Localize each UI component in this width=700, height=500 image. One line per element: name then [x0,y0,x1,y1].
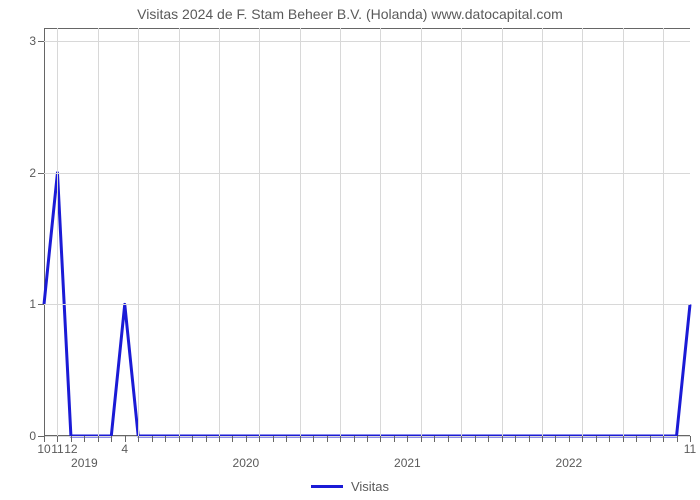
x-tick-mark [582,436,583,442]
y-tick-label: 1 [0,297,36,311]
x-tick-mark [448,436,449,442]
x-tick-year-label: 2020 [233,456,260,470]
x-tick-label: 11 [51,442,63,456]
gridline-horizontal [44,41,690,42]
x-tick-mark [394,436,395,442]
x-tick-mark [232,436,233,442]
x-tick-mark [380,436,381,442]
x-tick-mark [152,436,153,442]
gridline-vertical [219,28,220,436]
x-tick-mark [313,436,314,442]
x-tick-mark [407,436,408,442]
x-tick-mark [246,436,247,442]
gridline-vertical [421,28,422,436]
x-tick-mark [596,436,597,442]
x-tick-mark [488,436,489,442]
gridline-vertical [98,28,99,436]
gridline-vertical [57,28,58,436]
x-tick-mark [421,436,422,442]
gridline-vertical [623,28,624,436]
x-tick-mark [206,436,207,442]
x-tick-mark [219,436,220,442]
x-tick-mark [273,436,274,442]
x-tick-mark [259,436,260,442]
x-tick-mark [367,436,368,442]
x-tick-mark [111,436,112,442]
y-tick-mark [38,173,44,174]
x-tick-mark [542,436,543,442]
x-tick-label: 10 [37,442,50,456]
y-tick-label: 0 [0,429,36,443]
x-tick-label: 12 [64,442,77,456]
y-tick-mark [38,41,44,42]
plot-area [44,28,690,436]
gridline-vertical [542,28,543,436]
x-tick-mark [192,436,193,442]
x-tick-mark [650,436,651,442]
x-tick-mark [475,436,476,442]
gridline-vertical [138,28,139,436]
x-tick-mark [98,436,99,442]
x-tick-year-label: 2019 [71,456,98,470]
legend-label: Visitas [351,479,389,494]
x-tick-mark [286,436,287,442]
y-tick-mark [38,304,44,305]
x-tick-mark [569,436,570,442]
x-tick-mark [434,436,435,442]
x-tick-mark [300,436,301,442]
x-tick-mark [502,436,503,442]
x-tick-mark [165,436,166,442]
x-tick-mark [138,436,139,442]
x-tick-mark [340,436,341,442]
x-tick-mark [677,436,678,442]
gridline-vertical [340,28,341,436]
x-tick-year-label: 2021 [394,456,421,470]
x-tick-year-label: 2022 [556,456,583,470]
gridline-horizontal [44,173,690,174]
x-tick-mark [663,436,664,442]
x-tick-mark [179,436,180,442]
gridline-horizontal [44,304,690,305]
x-tick-label: 4 [121,442,128,456]
chart-title: Visitas 2024 de F. Stam Beheer B.V. (Hol… [0,6,700,22]
x-tick-mark [461,436,462,442]
line-series [44,28,690,436]
x-tick-mark [623,436,624,442]
y-tick-label: 2 [0,166,36,180]
x-tick-mark [555,436,556,442]
gridline-vertical [179,28,180,436]
legend-swatch [311,485,343,488]
gridline-vertical [663,28,664,436]
x-tick-mark [636,436,637,442]
gridline-vertical [380,28,381,436]
legend-item: Visitas [311,479,389,494]
x-tick-label: 11 [684,442,696,456]
gridline-vertical [300,28,301,436]
x-tick-mark [515,436,516,442]
x-tick-mark [609,436,610,442]
x-tick-mark [354,436,355,442]
y-tick-label: 3 [0,34,36,48]
x-tick-mark [84,436,85,442]
gridline-vertical [582,28,583,436]
gridline-vertical [502,28,503,436]
legend: Visitas [0,476,700,494]
x-tick-mark [327,436,328,442]
gridline-vertical [461,28,462,436]
gridline-vertical [259,28,260,436]
x-tick-mark [529,436,530,442]
